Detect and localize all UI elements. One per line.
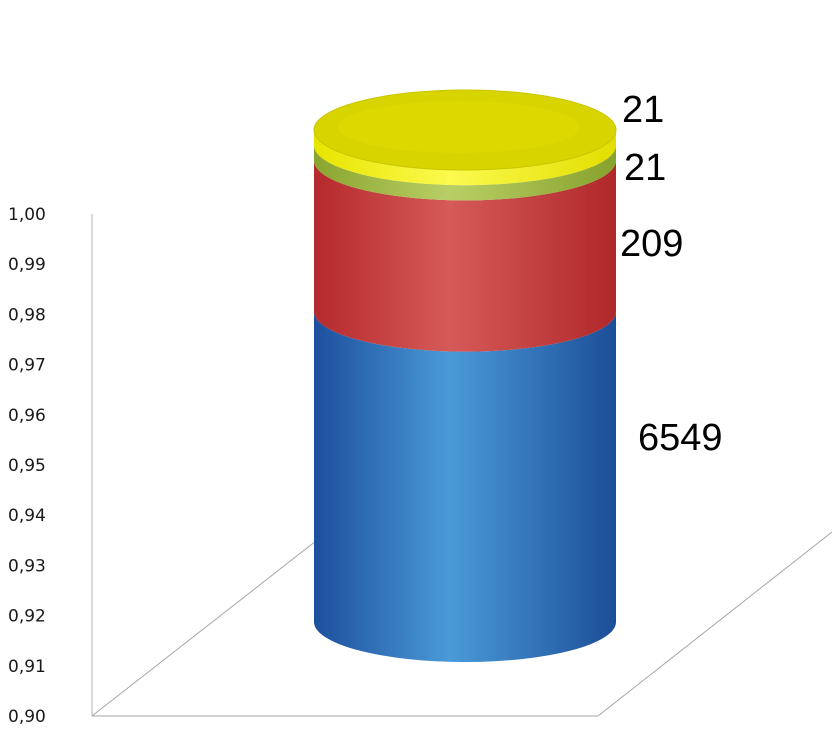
cylinder-segment [314, 311, 616, 662]
floor-right-edge [597, 531, 832, 717]
data-label: 209 [620, 223, 683, 265]
y-tick-label: 0,97 [8, 356, 46, 376]
cylinder-segment [314, 145, 616, 201]
y-tick-label: 0,98 [8, 305, 46, 325]
plot-floor [91, 529, 832, 717]
data-labels: 6549 209 21 21 [620, 89, 723, 459]
cylinder-segment [314, 130, 616, 186]
y-tick-label: 0,99 [8, 255, 46, 275]
cylinder-segment [314, 160, 616, 352]
floor-left-edge [91, 529, 331, 717]
y-tick-label: 0,95 [8, 456, 46, 476]
y-tick-label: 0,96 [8, 406, 46, 426]
y-tick-label: 0,93 [8, 556, 46, 576]
y-tick-label: 0,94 [8, 506, 46, 526]
y-axis-ticks: 0,90 0,91 0,92 0,93 0,94 0,95 0,96 0,97 0,98 0,99… [8, 205, 46, 727]
y-tick-label: 0,90 [8, 707, 46, 727]
data-label: 6549 [638, 417, 723, 459]
data-label: 21 [622, 89, 664, 131]
data-label: 21 [624, 147, 666, 189]
cylinder-top-highlight [338, 101, 580, 153]
y-tick-label: 1,00 [8, 205, 46, 225]
cylinder-top-cap [313, 89, 617, 171]
y-tick-label: 0,92 [8, 607, 46, 627]
y-tick-label: 0,91 [8, 657, 46, 677]
cylinder-stack [313, 89, 617, 662]
